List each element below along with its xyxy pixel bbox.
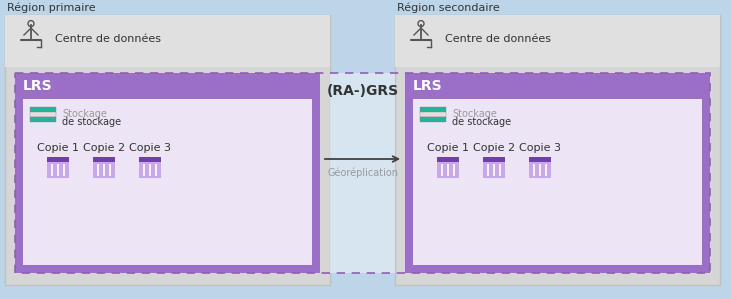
Bar [5,15,330,67]
Text: Copie 2: Copie 2 [473,143,515,153]
Text: (RA-)GRS: (RA-)GRS [327,84,398,98]
Text: Centre de données: Centre de données [55,34,161,44]
Bar [330,73,395,273]
Bar [483,157,505,162]
Bar [15,73,320,273]
Bar [420,107,446,112]
Bar [30,112,56,117]
Bar [139,162,161,178]
Bar [395,15,720,67]
Bar [420,112,446,117]
Bar [15,73,710,273]
Text: Région primaire: Région primaire [7,2,96,13]
Text: LRS: LRS [23,79,53,93]
Bar [437,162,459,178]
Bar [420,117,446,122]
Bar [437,157,459,162]
Bar [30,117,56,122]
Bar [529,162,551,178]
Bar [47,157,69,162]
Text: Copie 2: Copie 2 [83,143,125,153]
Text: LRS: LRS [413,79,443,93]
Bar [23,99,312,265]
Bar [30,107,56,112]
Text: Centre de données: Centre de données [445,34,551,44]
Bar [395,15,720,285]
Text: Copie 1: Copie 1 [37,143,79,153]
Bar [529,157,551,162]
Text: Stockage: Stockage [452,109,497,119]
Bar [93,157,115,162]
Bar [5,15,330,285]
Bar [483,162,505,178]
Text: Copie 1: Copie 1 [427,143,469,153]
Text: Copie 3: Copie 3 [519,143,561,153]
Text: de stockage: de stockage [452,117,511,127]
Text: Stockage: Stockage [62,109,107,119]
Bar [93,162,115,178]
Text: Géoréplication: Géoréplication [327,167,398,178]
Bar [47,162,69,178]
Bar [139,157,161,162]
Bar [413,99,702,265]
Text: Région secondaire: Région secondaire [397,2,500,13]
Text: Copie 3: Copie 3 [129,143,171,153]
Bar [405,73,710,273]
Text: de stockage: de stockage [62,117,121,127]
